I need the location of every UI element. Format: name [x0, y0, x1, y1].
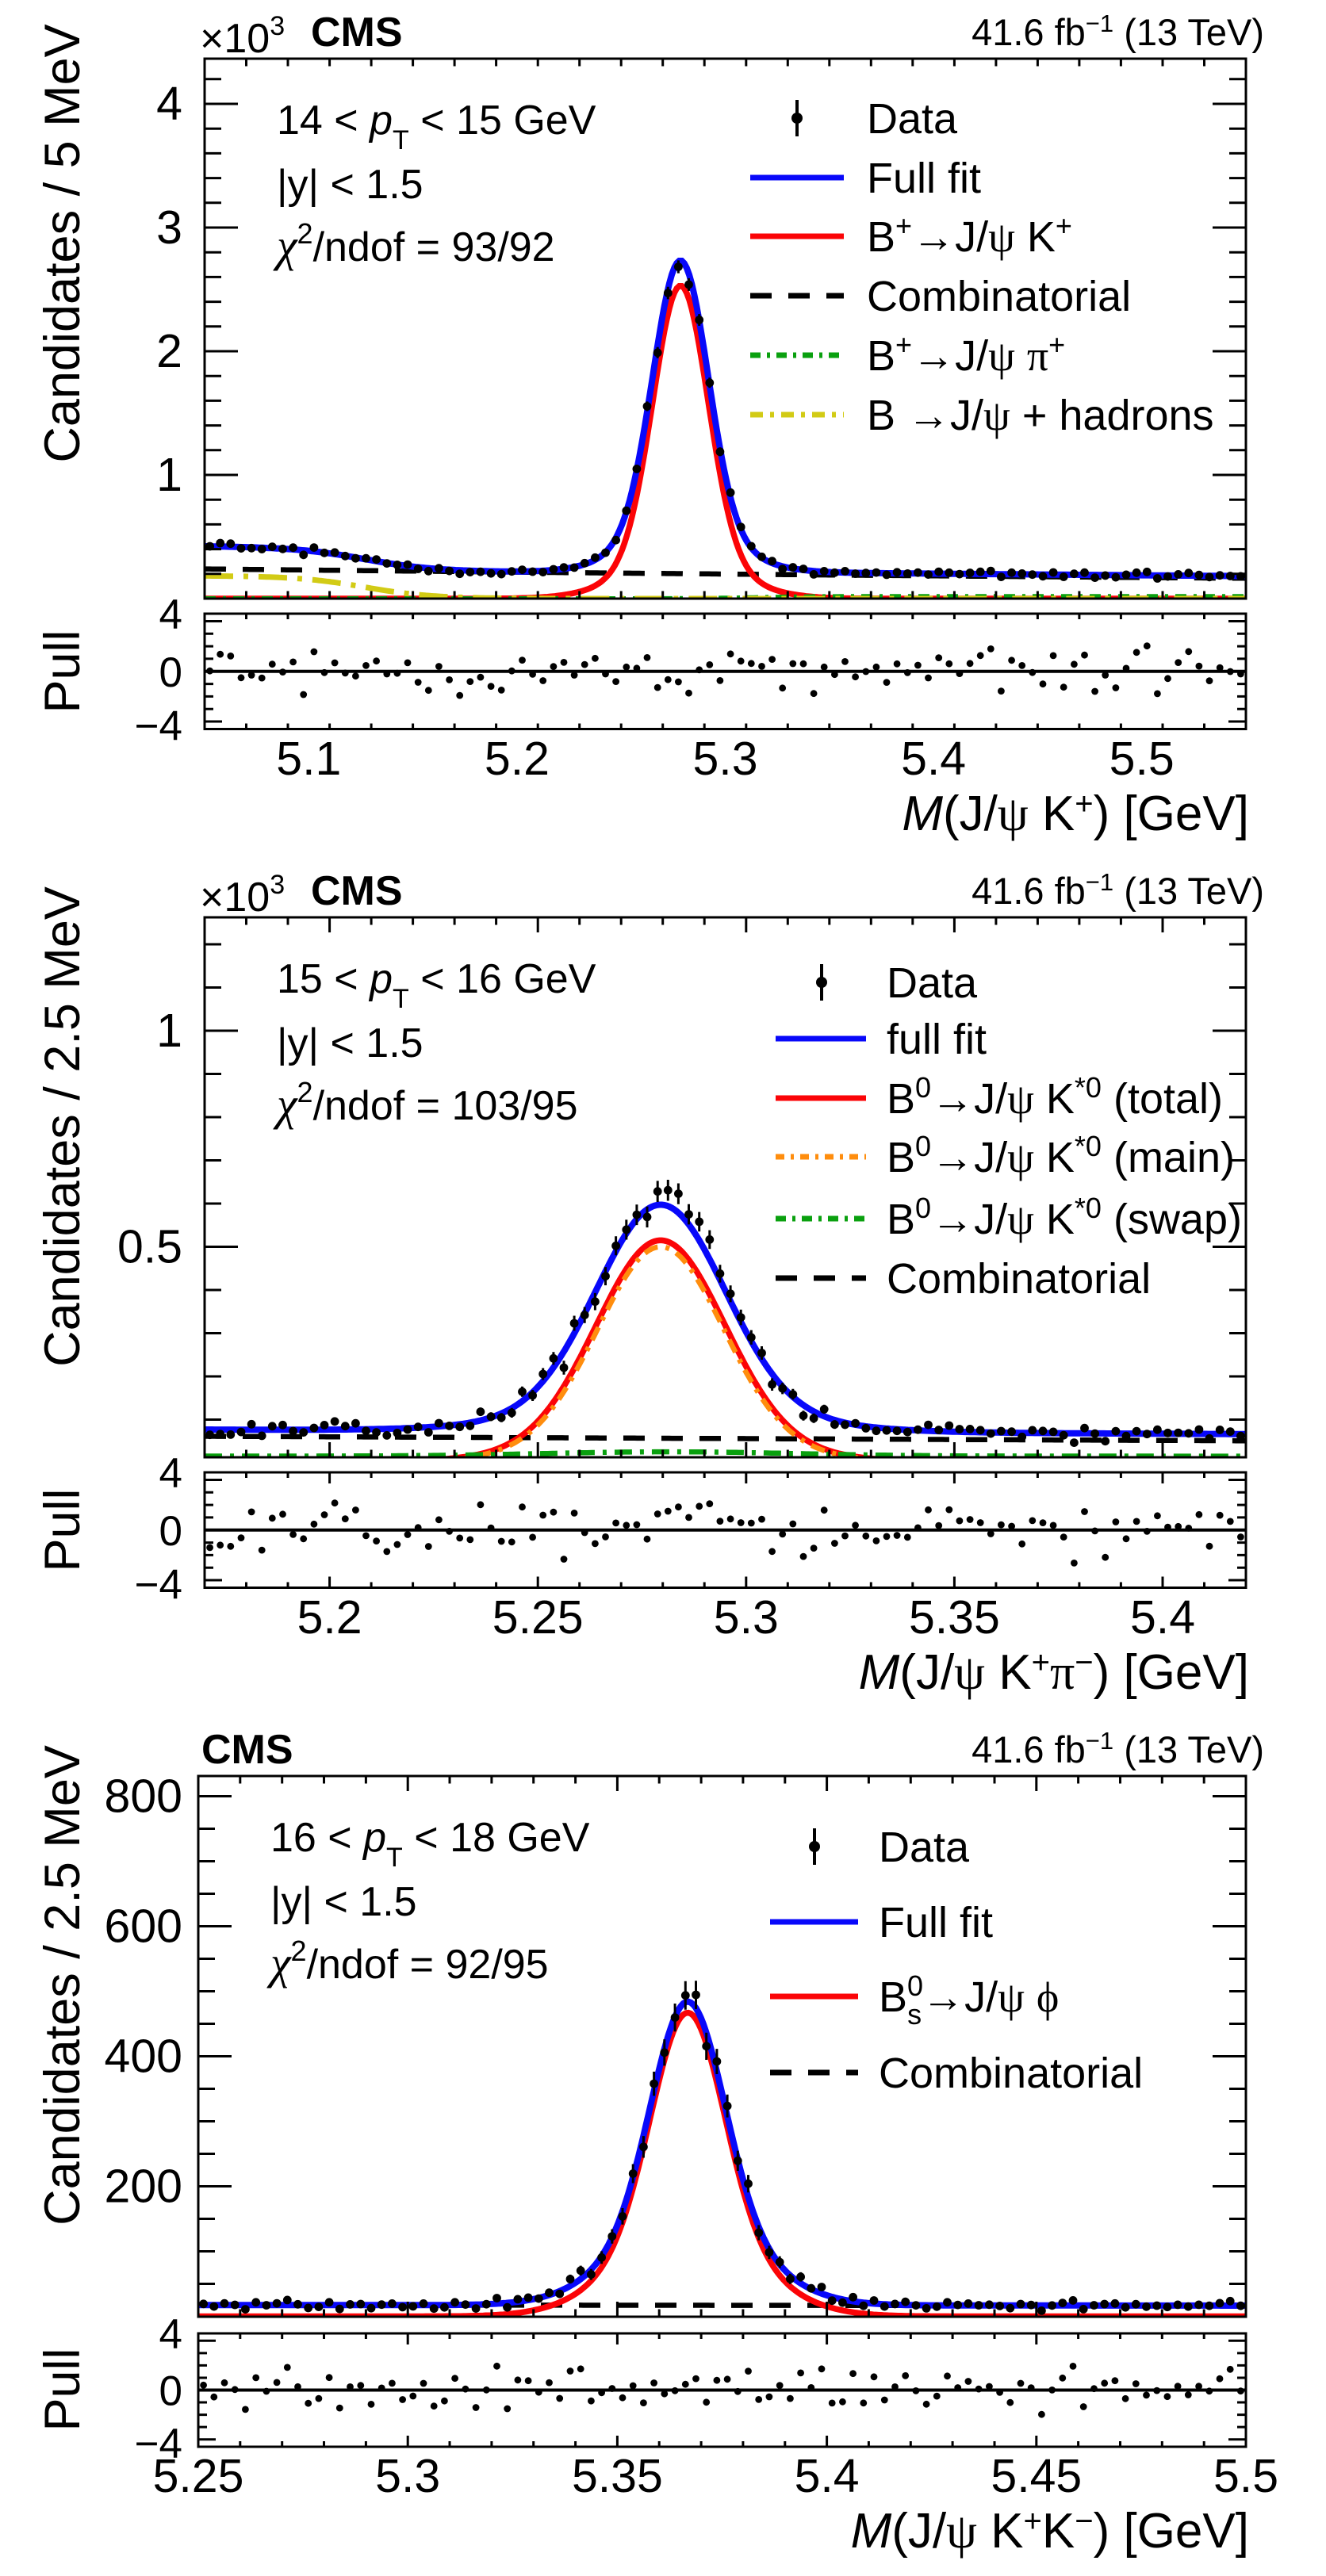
svg-text:5.3: 5.3 — [375, 2450, 440, 2502]
svg-text:−4: −4 — [135, 703, 182, 750]
svg-text:5.4: 5.4 — [1130, 1591, 1195, 1644]
svg-text:4: 4 — [159, 591, 182, 638]
svg-text:2: 2 — [156, 325, 182, 377]
svg-text:CMS: CMS — [311, 868, 403, 914]
svg-text:0.5: 0.5 — [117, 1221, 182, 1273]
svg-text:400: 400 — [105, 2031, 182, 2083]
svg-text:1: 1 — [156, 1005, 182, 1057]
svg-text:|y| < 1.5: |y| < 1.5 — [277, 162, 423, 208]
svg-text:5.3: 5.3 — [692, 733, 757, 785]
svg-text:B0→J/ψ K*0 (main): B0→J/ψ K*0 (main) — [887, 1130, 1235, 1181]
svg-text:B0s→J/ψ ϕ: B0 s→J/ψ ϕ — [879, 1969, 1059, 2031]
svg-text:χ2/ndof = 103/95: χ2/ndof = 103/95 — [273, 1076, 578, 1130]
svg-text:B0→J/ψ K*0 (total): B0→J/ψ K*0 (total) — [887, 1071, 1223, 1123]
svg-text:800: 800 — [105, 1770, 182, 1823]
svg-text:B →J/ψ + hadrons: B →J/ψ + hadrons — [867, 392, 1214, 439]
svg-text:|y| < 1.5: |y| < 1.5 — [277, 1020, 423, 1066]
svg-text:B0→J/ψ K*0 (swap): B0→J/ψ K*0 (swap) — [887, 1192, 1242, 1243]
svg-text:Candidates / 2.5 MeV: Candidates / 2.5 MeV — [35, 886, 90, 1367]
svg-text:600: 600 — [105, 1900, 182, 1953]
svg-text:Pull: Pull — [35, 2348, 90, 2431]
svg-text:41.6 fb−1 (13 TeV): 41.6 fb−1 (13 TeV) — [972, 1727, 1264, 1770]
svg-text:M(J/ψ K+K−) [GeV]: M(J/ψ K+K−) [GeV] — [851, 2504, 1249, 2559]
svg-text:4: 4 — [156, 78, 182, 130]
svg-text:χ2/ndof = 93/92: χ2/ndof = 93/92 — [273, 217, 555, 271]
svg-text:Full fit: Full fit — [879, 1899, 993, 1946]
svg-text:5.45: 5.45 — [991, 2450, 1082, 2502]
svg-text:B+→J/ψ K+: B+→J/ψ K+ — [867, 209, 1072, 261]
svg-text:5.4: 5.4 — [901, 733, 966, 785]
svg-text:Combinatorial: Combinatorial — [879, 2050, 1143, 2097]
svg-text:0: 0 — [159, 649, 182, 696]
svg-text:5.5: 5.5 — [1109, 733, 1175, 785]
svg-text:M(J/ψ K+) [GeV]: M(J/ψ K+) [GeV] — [902, 787, 1249, 841]
svg-text:5.25: 5.25 — [492, 1591, 584, 1644]
svg-text:41.6 fb−1 (13 TeV): 41.6 fb−1 (13 TeV) — [972, 868, 1264, 912]
svg-text:CMS: CMS — [201, 1727, 293, 1773]
svg-text:M(J/ψ K+π−) [GeV]: M(J/ψ K+π−) [GeV] — [859, 1645, 1249, 1700]
svg-text:5.25: 5.25 — [153, 2450, 244, 2502]
svg-text:B+→J/ψ π+: B+→J/ψ π+ — [867, 328, 1065, 380]
svg-text:5.2: 5.2 — [485, 733, 550, 785]
svg-text:200: 200 — [105, 2161, 182, 2213]
svg-text:full fit: full fit — [887, 1016, 987, 1063]
svg-text:5.5: 5.5 — [1213, 2450, 1278, 2502]
svg-text:3: 3 — [156, 201, 182, 254]
svg-text:1: 1 — [156, 449, 182, 501]
svg-text:41.6 fb−1 (13 TeV): 41.6 fb−1 (13 TeV) — [972, 10, 1264, 53]
svg-text:Candidates / 5 MeV: Candidates / 5 MeV — [35, 24, 90, 462]
svg-text:4: 4 — [159, 2311, 182, 2358]
svg-text:Combinatorial: Combinatorial — [887, 1255, 1151, 1303]
svg-text:Pull: Pull — [35, 630, 90, 713]
svg-text:Data: Data — [879, 1824, 970, 1871]
svg-text:5.35: 5.35 — [572, 2450, 663, 2502]
svg-text:5.3: 5.3 — [714, 1591, 779, 1644]
svg-text:4: 4 — [159, 1450, 182, 1497]
svg-text:5.1: 5.1 — [276, 733, 341, 785]
svg-text:−4: −4 — [135, 1562, 182, 1609]
svg-text:Candidates / 2.5 MeV: Candidates / 2.5 MeV — [35, 1745, 90, 2226]
svg-text:−4: −4 — [135, 2421, 182, 2467]
svg-text:Data: Data — [887, 959, 978, 1007]
svg-text:5.4: 5.4 — [795, 2450, 860, 2502]
svg-text:Full fit: Full fit — [867, 155, 981, 202]
svg-text:5.35: 5.35 — [909, 1591, 1000, 1644]
svg-text:0: 0 — [159, 2368, 182, 2415]
svg-text:CMS: CMS — [311, 10, 403, 56]
svg-text:0: 0 — [159, 1508, 182, 1555]
svg-text:5.2: 5.2 — [297, 1591, 362, 1644]
svg-text:Pull: Pull — [35, 1488, 90, 1571]
svg-text:χ2/ndof = 92/95: χ2/ndof = 92/95 — [266, 1935, 549, 1988]
svg-text:Combinatorial: Combinatorial — [867, 273, 1131, 320]
svg-text:Data: Data — [867, 95, 958, 143]
svg-text:|y| < 1.5: |y| < 1.5 — [270, 1879, 417, 1925]
